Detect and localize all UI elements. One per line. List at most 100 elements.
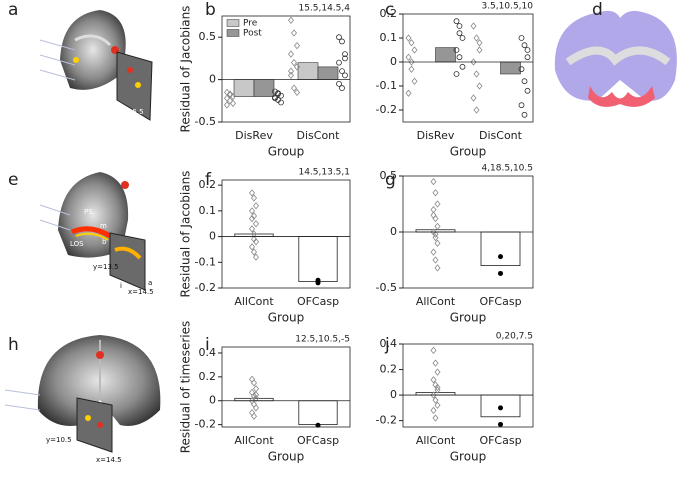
- data-point: [229, 99, 237, 107]
- legend-label: Pre: [243, 19, 258, 29]
- panel-letter: j: [384, 335, 390, 355]
- data-point: [226, 97, 234, 105]
- brain-a: [39, 10, 153, 121]
- data-point: [521, 78, 528, 85]
- data-point: [293, 88, 301, 96]
- data-point: [498, 254, 503, 260]
- brain-e: [39, 172, 146, 291]
- data-point: [248, 225, 256, 233]
- data-point: [524, 87, 531, 94]
- data-point: [250, 412, 258, 420]
- x-tick-label: DisCont: [297, 129, 341, 142]
- chart-title: 3.5,10.5,10: [481, 2, 533, 12]
- data-point: [336, 80, 342, 87]
- y-tick-label: 0.2: [380, 7, 398, 20]
- panel-letter: i: [205, 335, 210, 355]
- data-point: [252, 238, 260, 246]
- chart-title: 14.5,13.5,1: [298, 168, 350, 178]
- x-axis-label: Group: [268, 450, 305, 464]
- data-point: [453, 18, 460, 25]
- data-point: [430, 211, 437, 219]
- chart-title: 12.5,10.5,-5: [295, 335, 350, 345]
- data-point: [432, 359, 439, 367]
- data-point: [518, 35, 525, 41]
- data-point: [432, 230, 439, 238]
- bar: [253, 79, 275, 97]
- brain-label: x=14.5: [96, 456, 122, 464]
- data-point: [339, 85, 345, 91]
- panel-letter: g: [385, 170, 396, 190]
- y-tick-label: 0: [209, 394, 216, 407]
- data-point: [248, 189, 256, 197]
- data-point: [252, 404, 260, 412]
- legend-swatch: [226, 19, 240, 27]
- x-tick-label: OFCasp: [479, 434, 521, 447]
- y-tick-label: 0.1: [199, 204, 217, 217]
- data-point: [521, 111, 528, 118]
- panel-letter: a: [8, 0, 18, 20]
- x-tick-label: AllCont: [416, 434, 456, 447]
- data-point: [252, 394, 260, 402]
- data-point: [250, 379, 258, 387]
- data-point: [434, 368, 441, 376]
- panel-letter: b: [205, 0, 216, 20]
- y-axis-label: Residual of Jacobians: [179, 171, 193, 298]
- x-tick-label: AllCont: [416, 295, 456, 308]
- panel-letter: f: [205, 170, 212, 190]
- x-axis-label: Group: [450, 145, 487, 159]
- x-axis-label: Group: [450, 311, 487, 325]
- bar: [480, 231, 521, 266]
- data-point: [408, 65, 415, 73]
- data-point: [521, 42, 528, 49]
- panel-letter: h: [8, 335, 19, 355]
- y-tick-label: -0.1: [376, 79, 397, 92]
- data-point: [290, 29, 298, 37]
- brain-label: y=13.5: [93, 263, 119, 271]
- brain-label: y=14.5: [88, 96, 114, 104]
- brain-label: i: [120, 282, 122, 290]
- data-point: [339, 38, 345, 45]
- data-point: [248, 409, 256, 417]
- data-point: [470, 94, 477, 102]
- data-point: [223, 101, 231, 109]
- data-point: [432, 256, 439, 264]
- brain-label: LOS: [70, 240, 84, 248]
- data-point: [518, 66, 525, 73]
- data-point: [248, 375, 256, 383]
- data-point: [456, 54, 463, 61]
- bar: [297, 62, 319, 80]
- brain-label: m: [100, 222, 107, 230]
- bar: [298, 400, 338, 426]
- y-tick-label: -0.2: [376, 103, 397, 116]
- chart-title: 0,20,7.5: [496, 332, 533, 342]
- y-axis-label: Residual of timeseries: [179, 321, 193, 454]
- data-point: [250, 400, 258, 408]
- bar: [500, 61, 521, 75]
- y-tick-label: 0.5: [380, 169, 398, 182]
- x-axis-label: Group: [268, 145, 305, 159]
- data-point: [342, 72, 348, 79]
- data-point: [293, 42, 301, 50]
- data-point: [470, 22, 477, 30]
- panel-letter: e: [8, 170, 18, 190]
- bar: [298, 236, 338, 282]
- data-point: [432, 414, 439, 422]
- brain-h: [4, 335, 161, 453]
- data-point: [287, 71, 295, 79]
- data-point: [250, 235, 258, 243]
- data-point: [315, 422, 321, 428]
- data-point: [339, 68, 345, 75]
- y-tick-label: 0.2: [199, 178, 217, 191]
- data-point: [476, 46, 483, 54]
- x-tick-label: OFCasp: [297, 434, 339, 447]
- data-point: [459, 35, 466, 41]
- x-tick-label: OFCasp: [297, 295, 339, 308]
- chart-title: 15.5,14.5,4: [298, 4, 350, 14]
- data-point: [342, 51, 348, 58]
- data-point: [336, 34, 342, 41]
- y-tick-label: 0: [390, 55, 397, 68]
- data-point: [252, 253, 260, 261]
- plot-frame: [221, 346, 351, 428]
- data-point: [453, 47, 460, 53]
